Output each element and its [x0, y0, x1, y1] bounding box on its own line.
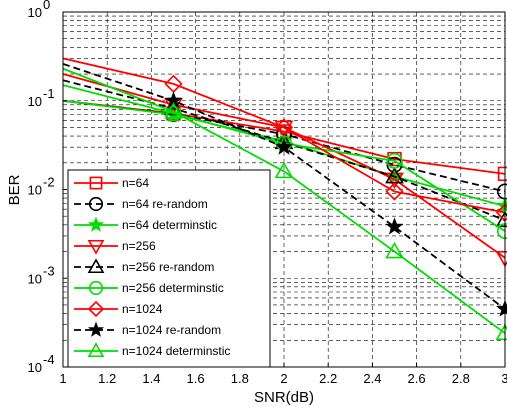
x-tick-label: 2.6 [408, 371, 426, 386]
legend-marker [87, 342, 105, 358]
series-point [385, 217, 404, 235]
legend-marker [87, 239, 105, 255]
legend-label: n=256 [122, 239, 156, 253]
legend-marker [87, 216, 105, 232]
legend-label: n=256 determinstic [122, 281, 224, 295]
legend: n=64 n=64 re-random n=64 determinstic n=256… [67, 169, 271, 368]
legend-marker [87, 300, 105, 318]
legend-entry: n=1024 determinstic [74, 342, 230, 358]
x-tick-label: 2 [280, 371, 287, 386]
y-axis-label: BER [6, 174, 23, 205]
legend-entry: n=256 [74, 239, 156, 255]
x-tick-label: 1.4 [142, 371, 160, 386]
legend-entry: n=64 determinstic [74, 216, 217, 232]
legend-label: n=64 [122, 176, 149, 190]
legend-label: n=1024 [122, 302, 163, 316]
y-tick-label: 10-2 [28, 175, 55, 198]
legend-label: n=1024 determinstic [122, 344, 230, 358]
legend-marker [89, 176, 103, 190]
legend-marker [88, 280, 104, 296]
series-point [164, 102, 183, 119]
x-tick-label: 1.8 [231, 371, 249, 386]
x-tick-label: 1.6 [187, 371, 205, 386]
y-tick-exponent: -4 [43, 352, 55, 367]
x-tick-label: 2.8 [452, 371, 470, 386]
legend-label: n=1024 re-random [122, 323, 221, 337]
y-tick-base: 10 [28, 5, 42, 20]
y-tick-base: 10 [28, 183, 42, 198]
legend-label: n=64 determinstic [122, 218, 217, 232]
series-point [274, 120, 294, 138]
y-tick-base: 10 [28, 360, 42, 375]
series-point [385, 241, 404, 259]
series-point [386, 152, 403, 169]
y-tick-base: 10 [28, 94, 42, 109]
series-point [274, 118, 294, 137]
series-point [385, 182, 404, 201]
legend-label: n=64 re-random [122, 197, 208, 211]
series-point [274, 161, 294, 179]
legend-entry: n=64 [74, 176, 149, 190]
y-tick-exponent: -1 [43, 86, 55, 101]
y-tick-label: 10-4 [28, 352, 55, 375]
legend-entry: n=256 re-random [74, 258, 214, 274]
y-tick-exponent: -2 [43, 175, 55, 190]
y-tick-exponent: -3 [43, 263, 55, 278]
series-line [62, 57, 506, 214]
legend-entry: n=64 re-random [74, 196, 208, 212]
y-tick-exponent: 0 [43, 0, 50, 12]
y-tick-label: 10-3 [28, 263, 55, 286]
x-tick-label: 3 [501, 371, 507, 386]
legend-marker [88, 196, 104, 212]
series-line [62, 67, 506, 335]
legend-marker [87, 321, 105, 337]
axis-ticks: 1 1.2 1.4 1.6 1.8 2 2.2 2.4 2.6 2.8 310-410-310-21… [28, 0, 507, 386]
y-tick-base: 10 [28, 271, 42, 286]
x-tick-label: 2.2 [319, 371, 337, 386]
series-point [385, 172, 404, 189]
legend-label: n=256 re-random [122, 260, 214, 274]
legend-marker [87, 258, 105, 274]
legend-entry: n=256 determinstic [74, 280, 224, 296]
y-tick-label: 100 [28, 0, 51, 20]
x-tick-label: 2.4 [363, 371, 381, 386]
x-axis-label: SNR(dB) [254, 389, 314, 406]
y-tick-label: 10-1 [28, 86, 55, 109]
legend-entry: n=1024 re-random [74, 321, 221, 337]
x-tick-label: 1.2 [98, 371, 116, 386]
series-point [275, 137, 293, 155]
legend-entry: n=1024 [74, 300, 163, 318]
x-tick-label: 1 [59, 371, 66, 386]
series-point [165, 105, 182, 122]
